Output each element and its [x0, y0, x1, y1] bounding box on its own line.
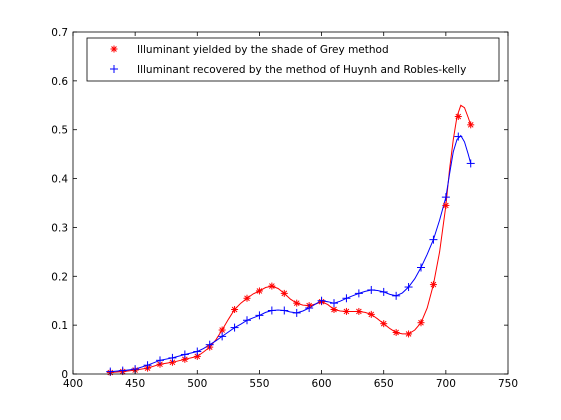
- data-point-huynh-robles-kelly: [193, 347, 202, 356]
- data-point-grey-method: [392, 328, 400, 336]
- x-tick-label: 650: [374, 378, 394, 390]
- data-point-grey-method: [330, 306, 338, 314]
- data-point-huynh-robles-kelly: [404, 283, 413, 292]
- data-point-grey-method: [417, 319, 425, 327]
- legend-box: [86, 37, 500, 82]
- x-tick-label: 600: [312, 378, 332, 390]
- data-point-huynh-robles-kelly: [156, 356, 164, 365]
- data-point-huynh-robles-kelly: [267, 306, 276, 315]
- y-tick-label: 0.1: [51, 320, 68, 332]
- data-point-huynh-robles-kelly: [230, 323, 239, 332]
- data-point-huynh-robles-kelly: [292, 308, 301, 317]
- data-point-grey-method: [293, 299, 301, 307]
- legend-plus-marker: [110, 65, 118, 73]
- legend-marker-huynh-robles-kelly: [110, 65, 118, 73]
- legend-label-grey-method: Illuminant yielded by the shade of Grey …: [137, 44, 389, 56]
- data-point-huynh-robles-kelly: [143, 361, 152, 370]
- plot-area: [73, 32, 508, 374]
- data-point-huynh-robles-kelly: [354, 289, 363, 298]
- data-point-huynh-robles-kelly: [243, 316, 251, 325]
- data-point-grey-method: [255, 287, 263, 295]
- legend-label-huynh-robles-kelly: Illuminant recovered by the method of Hu…: [137, 64, 466, 76]
- data-point-huynh-robles-kelly: [218, 332, 227, 341]
- data-point-grey-method: [280, 289, 288, 297]
- data-point-grey-method: [405, 330, 413, 338]
- data-point-grey-method: [467, 121, 475, 129]
- data-point-huynh-robles-kelly: [417, 263, 425, 272]
- data-point-grey-method: [429, 281, 437, 289]
- data-point-grey-method: [454, 113, 462, 121]
- data-point-grey-method: [268, 282, 276, 290]
- data-point-huynh-robles-kelly: [367, 285, 376, 294]
- legend-asterisk-marker: [110, 45, 118, 53]
- data-point-huynh-robles-kelly: [466, 159, 475, 168]
- x-tick-label: 750: [498, 378, 518, 390]
- data-point-huynh-robles-kelly: [392, 291, 401, 300]
- x-tick-label: 400: [63, 378, 83, 390]
- plot-frame: [72, 31, 509, 375]
- data-point-grey-method: [355, 307, 363, 315]
- data-point-huynh-robles-kelly: [317, 296, 326, 305]
- y-tick-label: 0.7: [51, 27, 68, 39]
- y-tick-label: 0.5: [51, 125, 68, 137]
- data-point-huynh-robles-kelly: [305, 304, 314, 313]
- data-point-grey-method: [218, 326, 226, 334]
- data-point-huynh-robles-kelly: [118, 366, 127, 375]
- data-point-huynh-robles-kelly: [280, 306, 289, 315]
- data-point-huynh-robles-kelly: [379, 287, 388, 296]
- data-point-huynh-robles-kelly: [330, 299, 338, 308]
- data-point-huynh-robles-kelly: [255, 311, 264, 320]
- data-point-grey-method: [442, 201, 450, 209]
- y-tick-label: 0.6: [51, 76, 68, 88]
- data-point-grey-method: [367, 310, 375, 318]
- x-tick-label: 550: [249, 378, 269, 390]
- y-tick-label: 0.2: [51, 271, 68, 283]
- data-point-huynh-robles-kelly: [454, 132, 463, 141]
- data-point-huynh-robles-kelly: [441, 193, 450, 202]
- y-tick-label: 0.3: [51, 222, 68, 234]
- data-point-grey-method: [193, 352, 201, 360]
- axis-ticks: [72, 31, 509, 375]
- data-point-grey-method: [380, 320, 388, 328]
- data-point-grey-method: [231, 306, 239, 314]
- x-tick-label: 450: [125, 378, 145, 390]
- data-point-huynh-robles-kelly: [168, 353, 177, 362]
- data-point-huynh-robles-kelly: [342, 294, 351, 303]
- y-axis-tick-labels: 0 0.1 0.2 0.3 0.4 0.5 0.6 0.7: [51, 27, 68, 381]
- data-point-huynh-robles-kelly: [205, 340, 214, 349]
- markers-layer: [106, 113, 475, 377]
- data-point-huynh-robles-kelly: [429, 235, 438, 244]
- data-point-grey-method: [243, 294, 251, 302]
- y-tick-label: 0.4: [51, 174, 68, 186]
- data-point-huynh-robles-kelly: [180, 350, 189, 359]
- y-tick-label: 0: [61, 369, 68, 381]
- x-tick-label: 500: [187, 378, 207, 390]
- legend: Illuminant yielded by the shade of Grey …: [86, 37, 500, 82]
- legend-marker-grey-method: [110, 45, 118, 53]
- x-tick-label: 700: [436, 378, 456, 390]
- x-axis-tick-labels: 400 450 500 550 600 650 700 750: [63, 378, 518, 390]
- data-point-grey-method: [342, 307, 350, 315]
